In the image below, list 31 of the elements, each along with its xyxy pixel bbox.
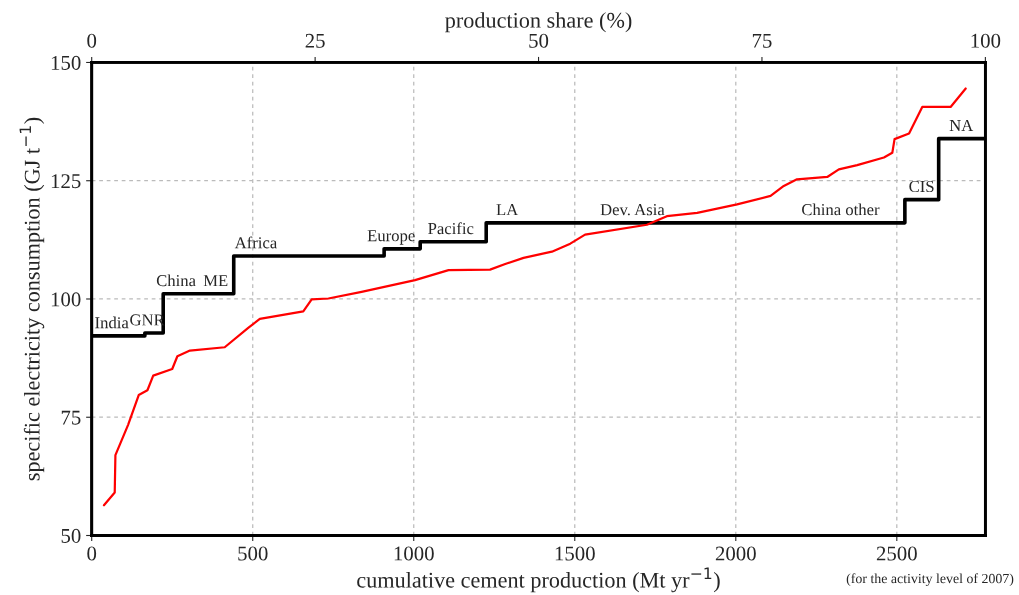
annotation: Europe: [367, 230, 415, 245]
x-tick-label: 2000: [715, 546, 756, 561]
x2-tick-label: 100: [971, 33, 1001, 48]
annotation: Dev. Asia: [600, 204, 665, 216]
annotation: China: [156, 274, 196, 287]
annotation: China other: [802, 203, 880, 216]
annotation: CIS: [909, 180, 934, 193]
x-tick-label: 0: [87, 546, 97, 561]
annotation: India: [95, 316, 129, 329]
x-tick-label: 2500: [876, 546, 917, 561]
x2-tick-label: 50: [529, 33, 549, 48]
x-tick-label: 500: [238, 546, 268, 561]
annotation: ME: [203, 275, 228, 287]
annotation: Pacific: [428, 222, 474, 235]
x-axis-title: cumulative cement production (Mt yr$^{−1}$): [357, 567, 720, 593]
x-tick-label: 1000: [394, 546, 434, 561]
y-tick-label: 125: [51, 174, 81, 189]
x2-tick-label: 75: [752, 33, 772, 48]
y-tick-label: 150: [51, 55, 81, 70]
x2-tick-label: 25: [305, 33, 325, 48]
annotation: NA: [949, 119, 974, 131]
y-tick-label: 100: [51, 292, 81, 307]
y-tick-label: 50: [61, 528, 81, 543]
annotation: LA: [496, 204, 519, 216]
annotation: Africa: [234, 236, 277, 249]
x-tick-label: 1500: [555, 546, 595, 561]
x2-tick-label: 0: [87, 33, 97, 48]
y-axis-title: specific electricity consumption (GJ t$^{−1}$): [19, 117, 45, 481]
text: (for the activity level of 2007): [846, 573, 1014, 587]
y-tick-label: 75: [61, 410, 81, 425]
x2-axis-title: production share (%): [445, 12, 632, 33]
